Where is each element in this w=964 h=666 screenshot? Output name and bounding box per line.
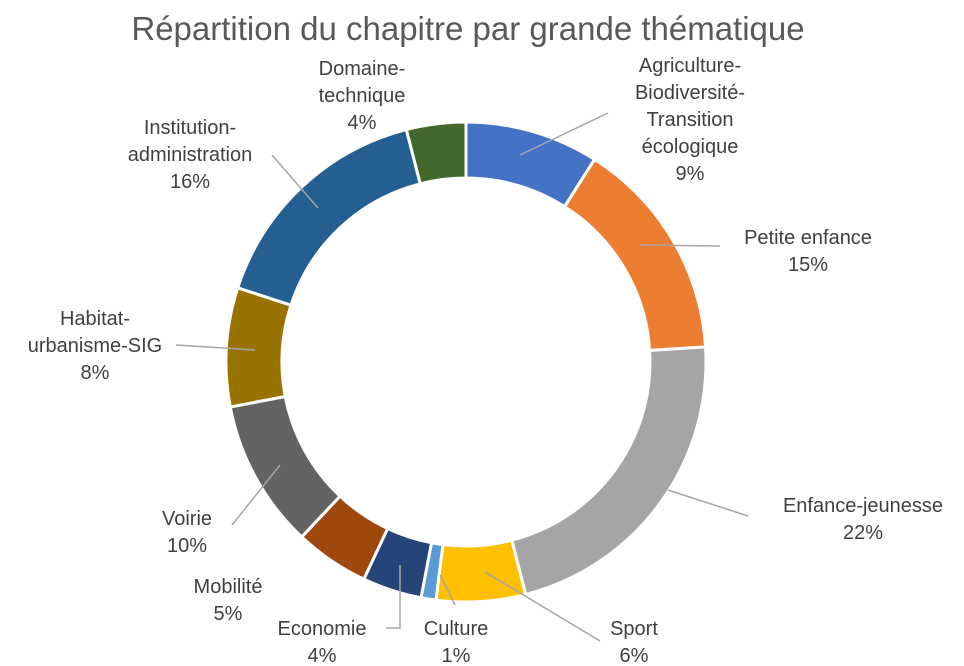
data-label: Culture 1% (424, 618, 488, 666)
label-value: 10% (167, 535, 207, 557)
leader-line (175, 344, 256, 351)
label-value: 16% (170, 171, 210, 193)
data-label: Economie 4% (278, 618, 367, 666)
label-line: Enfance-jeunesse (783, 495, 943, 517)
label-value: 5% (214, 603, 243, 625)
label-line: Culture (424, 618, 488, 640)
label-value: 4% (308, 645, 337, 666)
chart-title: Répartition du chapitre par grande théma… (131, 10, 804, 47)
label-line: Sport (610, 618, 658, 640)
label-line: Economie (278, 618, 367, 640)
label-line: Domaine- (319, 58, 406, 80)
label-value: 6% (620, 645, 649, 666)
data-label: Institution-administration 16% (128, 117, 253, 193)
label-value: 8% (81, 362, 110, 384)
data-label: Enfance-jeunesse 22% (783, 495, 943, 544)
data-label: Domaine-technique 4% (319, 58, 406, 134)
leader-line (386, 565, 401, 629)
label-line: Biodiversité- (635, 82, 745, 104)
data-label: Sport 6% (610, 618, 658, 666)
label-value: 4% (348, 112, 377, 134)
leader-line (667, 489, 749, 517)
leader-line (519, 112, 609, 156)
label-line: technique (319, 85, 406, 107)
label-line: écologique (642, 136, 739, 158)
leader-line (639, 244, 721, 247)
label-line: Institution- (144, 117, 236, 139)
label-value: 15% (788, 254, 828, 276)
leader-line (484, 571, 601, 642)
donut-slice (224, 285, 293, 409)
leader-line (439, 574, 456, 606)
label-line: urbanisme-SIG (28, 335, 163, 357)
label-line: Agriculture- (639, 55, 741, 77)
label-line: Voirie (162, 508, 212, 530)
label-line: administration (128, 144, 253, 166)
data-label: Mobilité 5% (194, 576, 263, 625)
label-value: 1% (442, 645, 471, 666)
data-label: Voirie 10% (162, 508, 212, 557)
label-line: Transition (646, 109, 733, 131)
label-line: Habitat- (60, 308, 130, 330)
leader-line (271, 154, 319, 209)
data-label: Habitat-urbanisme-SIG 8% (28, 308, 163, 384)
donut-slice (562, 157, 708, 353)
donut-slice (404, 120, 468, 186)
label-line: Petite enfance (744, 227, 872, 249)
data-label: Agriculture- Biodiversité- Transition écolo… (635, 55, 745, 185)
label-line: Mobilité (194, 576, 263, 598)
label-value: 9% (676, 163, 705, 185)
label-value: 22% (843, 522, 883, 544)
data-label: Petite enfance 15% (744, 227, 872, 276)
donut-slice (509, 345, 708, 597)
donut-slice (235, 127, 423, 308)
leader-line (231, 464, 281, 526)
